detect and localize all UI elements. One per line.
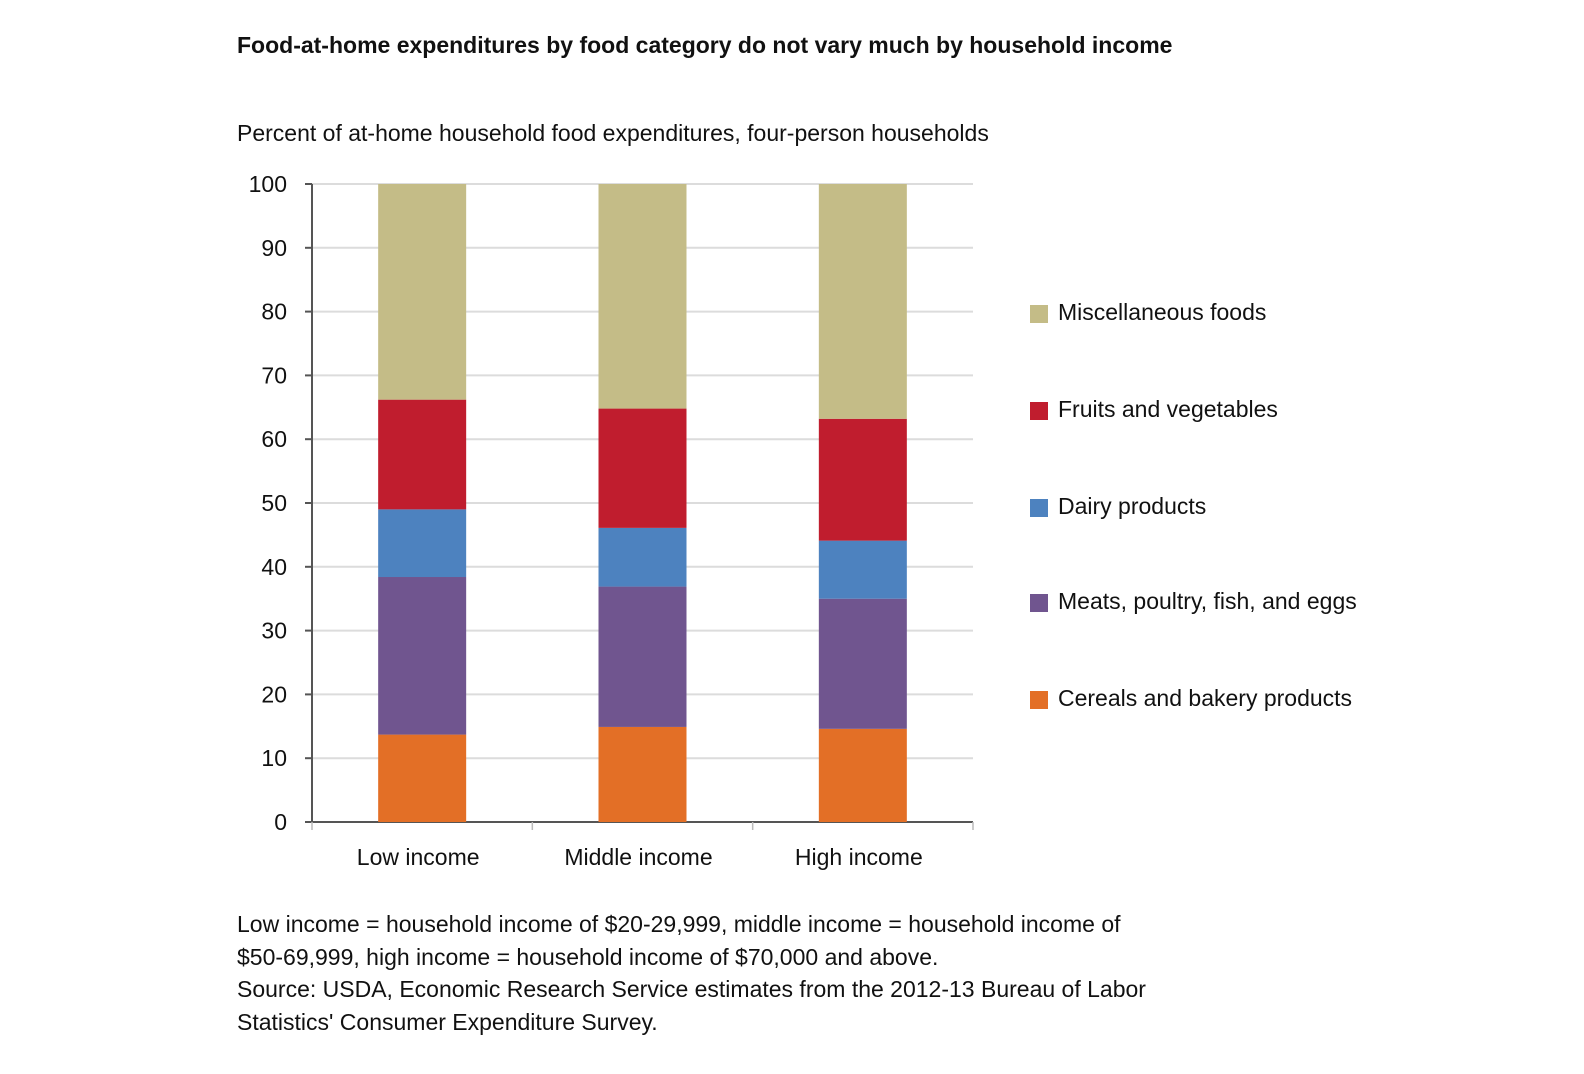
legend-label: Fruits and vegetables — [1058, 396, 1278, 422]
bar-segment-fruits-and-vegetables — [818, 418, 907, 541]
y-tick-label: 60 — [261, 426, 287, 452]
bar-segment-miscellaneous-foods — [818, 184, 907, 419]
legend-swatch — [1030, 402, 1048, 420]
legend-swatch — [1030, 594, 1048, 612]
footnote-line: $50-69,999, high income = household inco… — [237, 943, 939, 970]
x-tick-label: High income — [795, 844, 923, 870]
bar-segment-cereals-and-bakery-products — [598, 726, 687, 822]
y-tick-label: 20 — [261, 681, 287, 707]
bar-segment-meats-poultry-fish-and-eggs — [378, 577, 467, 735]
y-tick-label: 70 — [261, 362, 287, 388]
y-tick-label: 90 — [261, 235, 287, 261]
x-tick-label: Low income — [357, 844, 480, 870]
legend-swatch — [1030, 499, 1048, 517]
y-tick-label: 30 — [261, 618, 287, 644]
y-tick-label: 50 — [261, 490, 287, 516]
bar-segment-miscellaneous-foods — [598, 184, 687, 409]
footnote-line: Statistics' Consumer Expenditure Survey. — [237, 1008, 658, 1035]
bar-segment-meats-poultry-fish-and-eggs — [818, 598, 907, 729]
y-tick-label: 100 — [249, 171, 287, 197]
chart-title: Food-at-home expenditures by food catego… — [237, 32, 1173, 58]
bar-segment-cereals-and-bakery-products — [378, 734, 467, 822]
x-tick-label: Middle income — [564, 844, 712, 870]
stacked-bar-chart: 0 10 20 30 40 50 60 70 80 90 100 Low income Middle i… — [249, 171, 974, 870]
bar-segment-fruits-and-vegetables — [378, 399, 467, 510]
legend-label: Cereals and bakery products — [1058, 685, 1353, 711]
bar-segment-cereals-and-bakery-products — [818, 728, 907, 822]
bar-segment-meats-poultry-fish-and-eggs — [598, 586, 687, 727]
legend-swatch — [1030, 691, 1048, 709]
chart-footnote: Low income = household income of $20-29,… — [237, 908, 1337, 1038]
footnote-line: Low income = household income of $20-29,… — [237, 911, 1121, 937]
y-tick-label: 40 — [261, 554, 287, 580]
legend-label: Meats, poultry, fish, and eggs — [1058, 588, 1357, 614]
bar-segment-dairy-products — [378, 509, 467, 578]
bar-segment-dairy-products — [598, 527, 687, 587]
y-tick-label: 0 — [274, 809, 287, 835]
bar-segment-dairy-products — [818, 540, 907, 599]
y-tick-label: 80 — [261, 299, 287, 325]
bar-segment-fruits-and-vegetables — [598, 408, 687, 528]
bar-segment-miscellaneous-foods — [378, 184, 467, 400]
y-tick-label: 10 — [261, 745, 287, 771]
legend-swatch — [1030, 305, 1048, 323]
chart-subtitle: Percent of at-home household food expend… — [237, 120, 989, 146]
footnote-line: Source: USDA, Economic Research Service … — [237, 976, 1146, 1002]
legend-label: Miscellaneous foods — [1058, 299, 1267, 325]
legend-label: Dairy products — [1058, 493, 1207, 519]
